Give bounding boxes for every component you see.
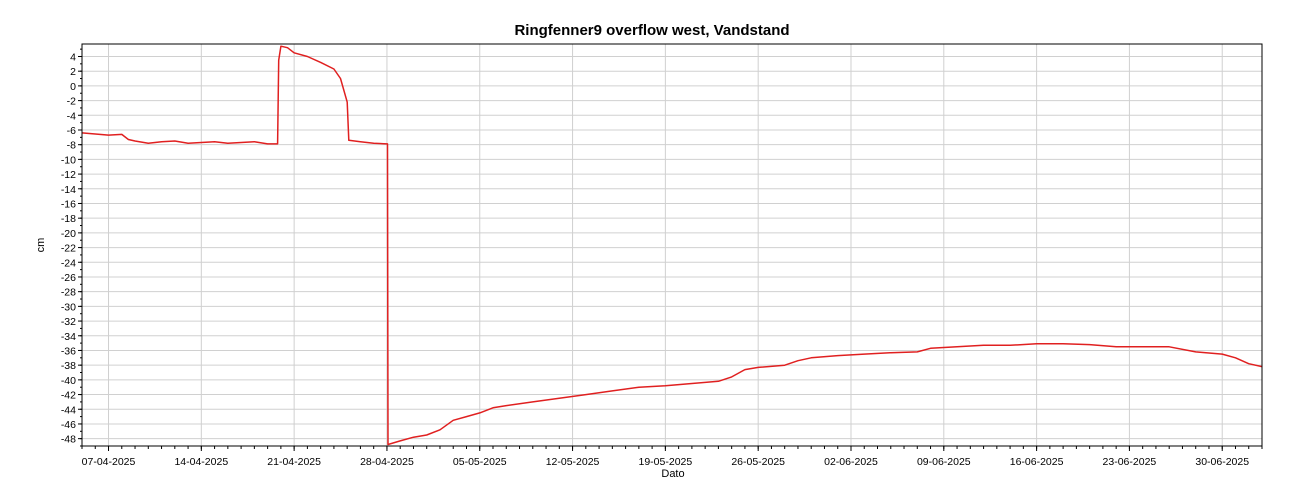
y-tick-label: -8 <box>67 140 76 152</box>
y-tick-label: -44 <box>61 404 76 416</box>
y-tick-label: -34 <box>61 331 76 343</box>
y-tick-label: -40 <box>61 375 76 387</box>
axes: 4 2 0 -2 -4 -6 -8 -10 -12 -14 -16 -18 -20 -22 -24 -26 -2… <box>61 48 1263 468</box>
y-tick-label: -14 <box>61 184 76 196</box>
y-tick-label: -4 <box>67 110 76 122</box>
plot-frame <box>81 43 1263 447</box>
x-tick-label: 14-04-2025 <box>174 456 228 468</box>
y-tick-label: 0 <box>70 81 76 93</box>
x-tick-label: 12-05-2025 <box>546 456 600 468</box>
y-tick-label: -36 <box>61 345 76 357</box>
y-tick-label: -12 <box>61 169 76 181</box>
y-tick-label: -20 <box>61 228 76 240</box>
y-tick-label: -18 <box>61 213 76 225</box>
y-tick-label: -42 <box>61 390 76 402</box>
x-tick-label: 05-05-2025 <box>453 456 507 468</box>
x-axis-label: Dato <box>661 468 684 480</box>
x-tick-label: 23-06-2025 <box>1103 456 1157 468</box>
series-line <box>81 45 1263 446</box>
series-layer <box>81 45 1263 446</box>
y-tick-label: -16 <box>61 198 76 210</box>
x-tick-label: 07-04-2025 <box>82 456 136 468</box>
y-tick-label: -10 <box>61 154 76 166</box>
x-tick-label: 21-04-2025 <box>267 456 321 468</box>
y-tick-label: -22 <box>61 243 76 255</box>
y-tick-label: -48 <box>61 434 76 446</box>
y-tick-label: -24 <box>61 257 76 269</box>
x-tick-label: 09-06-2025 <box>917 456 971 468</box>
chart-title: Ringfenner9 overflow west, Vandstand <box>514 22 789 39</box>
x-tick-label: 28-04-2025 <box>360 456 414 468</box>
y-tick-label: -2 <box>67 96 76 108</box>
y-tick-label: -32 <box>61 316 76 328</box>
x-tick-label: 26-05-2025 <box>731 456 785 468</box>
y-tick-label: 2 <box>70 66 76 78</box>
y-tick-label: 4 <box>70 51 76 63</box>
y-tick-label: -28 <box>61 287 76 299</box>
y-axis-label: cm <box>35 238 47 253</box>
x-tick-label: 19-05-2025 <box>639 456 693 468</box>
y-tick-label: -6 <box>67 125 76 137</box>
y-tick-label: -38 <box>61 360 76 372</box>
y-tick-label: -26 <box>61 272 76 284</box>
y-tick-label: -46 <box>61 419 76 431</box>
x-tick-label: 16-06-2025 <box>1010 456 1064 468</box>
x-tick-label: 02-06-2025 <box>824 456 878 468</box>
y-tick-label: -30 <box>61 301 76 313</box>
x-tick-label: 30-06-2025 <box>1195 456 1249 468</box>
